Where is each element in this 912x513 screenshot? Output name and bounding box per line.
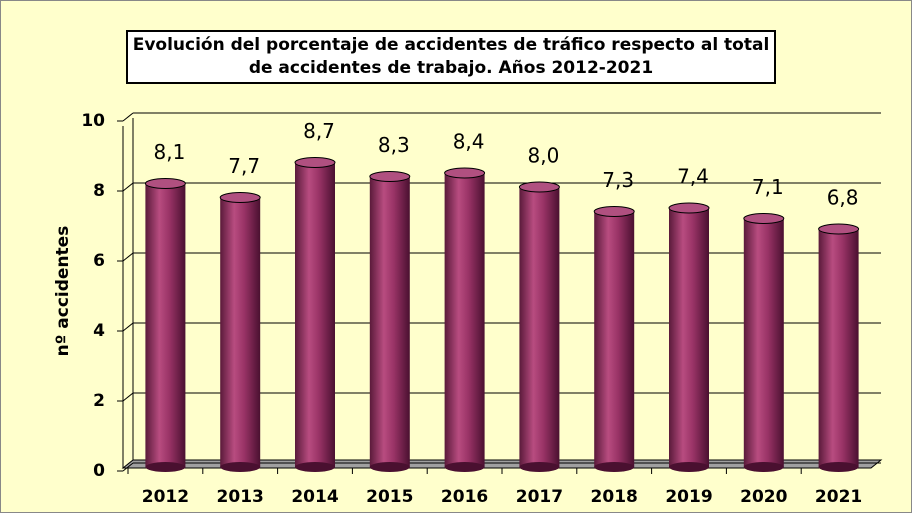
grid-line <box>122 182 134 192</box>
bar-top <box>144 178 186 189</box>
y-axis-label: nº accidentes <box>53 226 73 357</box>
y-tick-label: 10 <box>81 111 105 131</box>
chart-title: Evolución del porcentaje de accidentes d… <box>126 30 776 84</box>
bar-top <box>818 223 860 235</box>
bar <box>220 197 261 467</box>
bar-base <box>743 462 784 472</box>
bar-top <box>593 206 635 217</box>
bar-top <box>219 192 261 203</box>
x-tick-label: 2018 <box>591 487 638 507</box>
x-tick-label: 2016 <box>441 487 488 507</box>
bar-base <box>220 462 261 472</box>
y-tick-label: 8 <box>93 181 105 201</box>
bar-top <box>518 181 560 193</box>
x-tick-label: 2015 <box>366 487 413 507</box>
y-tick-label: 2 <box>93 391 105 411</box>
bar <box>743 218 784 467</box>
value-label: 8,4 <box>453 130 485 154</box>
value-label: 7,1 <box>752 175 784 199</box>
bar <box>295 162 335 467</box>
y-tick-label: 6 <box>93 251 105 271</box>
bar-base <box>519 462 560 472</box>
bar-top <box>444 167 486 179</box>
grid-line <box>122 112 134 122</box>
bar-base <box>369 462 410 472</box>
x-tick-label: 2014 <box>291 487 338 507</box>
bar-top <box>294 157 336 168</box>
bar-base <box>818 462 859 472</box>
bar-top <box>743 213 785 224</box>
bar-base <box>145 462 186 472</box>
bar <box>444 173 485 467</box>
bar-base <box>669 462 709 472</box>
x-tick-label: 2012 <box>142 487 189 507</box>
grid-line <box>122 322 134 332</box>
value-label: 6,8 <box>827 186 859 210</box>
bar-top <box>369 171 411 182</box>
value-label: 7,4 <box>677 165 709 189</box>
bar <box>145 183 186 467</box>
value-label: 7,3 <box>602 168 634 192</box>
bar <box>818 229 859 467</box>
bar-base <box>295 462 335 472</box>
bar <box>594 211 635 467</box>
grid-line <box>122 392 134 402</box>
x-tick-label: 2017 <box>516 487 563 507</box>
bar-base <box>444 462 485 472</box>
x-tick-label: 2020 <box>740 487 787 507</box>
value-label: 8,1 <box>153 140 185 164</box>
value-label: 8,3 <box>378 133 410 157</box>
value-label: 8,7 <box>303 119 335 143</box>
grid-line <box>122 462 134 472</box>
y-tick-label: 0 <box>93 461 105 481</box>
x-tick-label: 2021 <box>815 487 862 507</box>
value-label: 7,7 <box>228 154 260 178</box>
grid-line <box>122 252 134 262</box>
x-tick-label: 2019 <box>665 487 712 507</box>
x-tick-label: 2013 <box>217 487 264 507</box>
y-tick-label: 4 <box>93 321 105 341</box>
bar <box>369 176 410 467</box>
bar-top <box>668 202 710 214</box>
bar <box>519 187 560 467</box>
value-label: 8,0 <box>527 144 559 168</box>
bar-base <box>594 462 635 472</box>
bar <box>669 208 709 467</box>
